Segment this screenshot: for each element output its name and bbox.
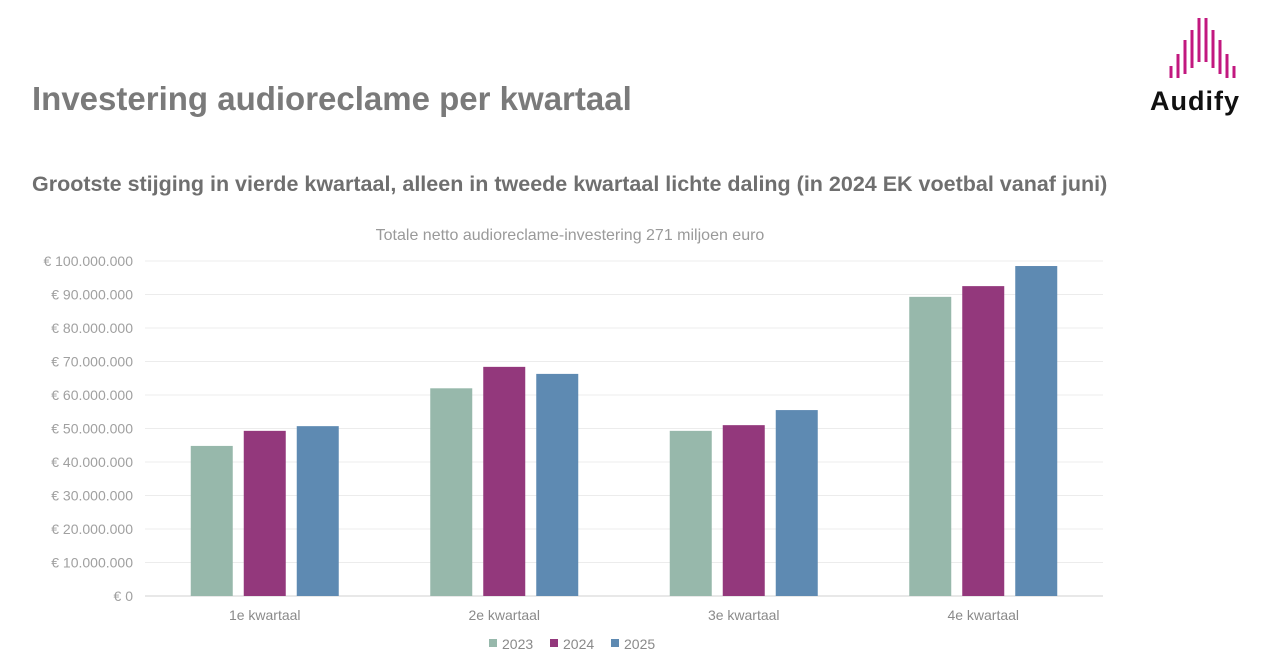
y-tick-label: € 70.000.000: [51, 354, 133, 370]
legend-swatch-2024: [550, 639, 558, 647]
bar-2025: [1015, 266, 1058, 596]
bar-2024: [962, 286, 1005, 596]
page-subtitle: Grootste stijging in vierde kwartaal, al…: [32, 172, 1108, 196]
y-tick-label: € 60.000.000: [51, 387, 133, 403]
bar-2024: [243, 430, 286, 596]
audify-logo: Audify: [1140, 14, 1250, 119]
x-tick-label: 3e kwartaal: [708, 607, 780, 623]
y-tick-label: € 40.000.000: [51, 454, 133, 470]
legend-swatch-2025: [611, 639, 619, 647]
x-tick-label: 2e kwartaal: [468, 607, 540, 623]
legend-label: 2025: [624, 636, 655, 652]
y-tick-label: € 10.000.000: [51, 555, 133, 571]
bar-2023: [430, 388, 473, 596]
logo-text: Audify: [1150, 86, 1240, 116]
legend-label: 2023: [502, 636, 533, 652]
chart-title: Totale netto audioreclame-investering 27…: [376, 227, 765, 244]
x-tick-label: 4e kwartaal: [947, 607, 1019, 623]
bar-2024: [722, 425, 765, 596]
y-tick-label: € 20.000.000: [51, 521, 133, 537]
soundwave-logo-icon: [1169, 18, 1236, 78]
y-tick-label: € 30.000.000: [51, 488, 133, 504]
x-tick-label: 1e kwartaal: [229, 607, 301, 623]
y-tick-label: € 80.000.000: [51, 320, 133, 336]
y-tick-label: € 90.000.000: [51, 287, 133, 303]
y-tick-label: € 0: [114, 588, 134, 604]
page-title: Investering audioreclame per kwartaal: [32, 80, 632, 117]
bar-2025: [296, 426, 339, 596]
y-tick-label: € 50.000.000: [51, 421, 133, 437]
bar-2025: [775, 410, 818, 596]
legend-swatch-2023: [489, 639, 497, 647]
bar-2025: [536, 373, 579, 596]
legend-label: 2024: [563, 636, 594, 652]
bar-2023: [669, 430, 712, 596]
y-tick-label: € 100.000.000: [43, 253, 133, 269]
bar-2023: [909, 296, 952, 596]
bar-2024: [483, 366, 526, 596]
bar-2023: [190, 445, 233, 596]
